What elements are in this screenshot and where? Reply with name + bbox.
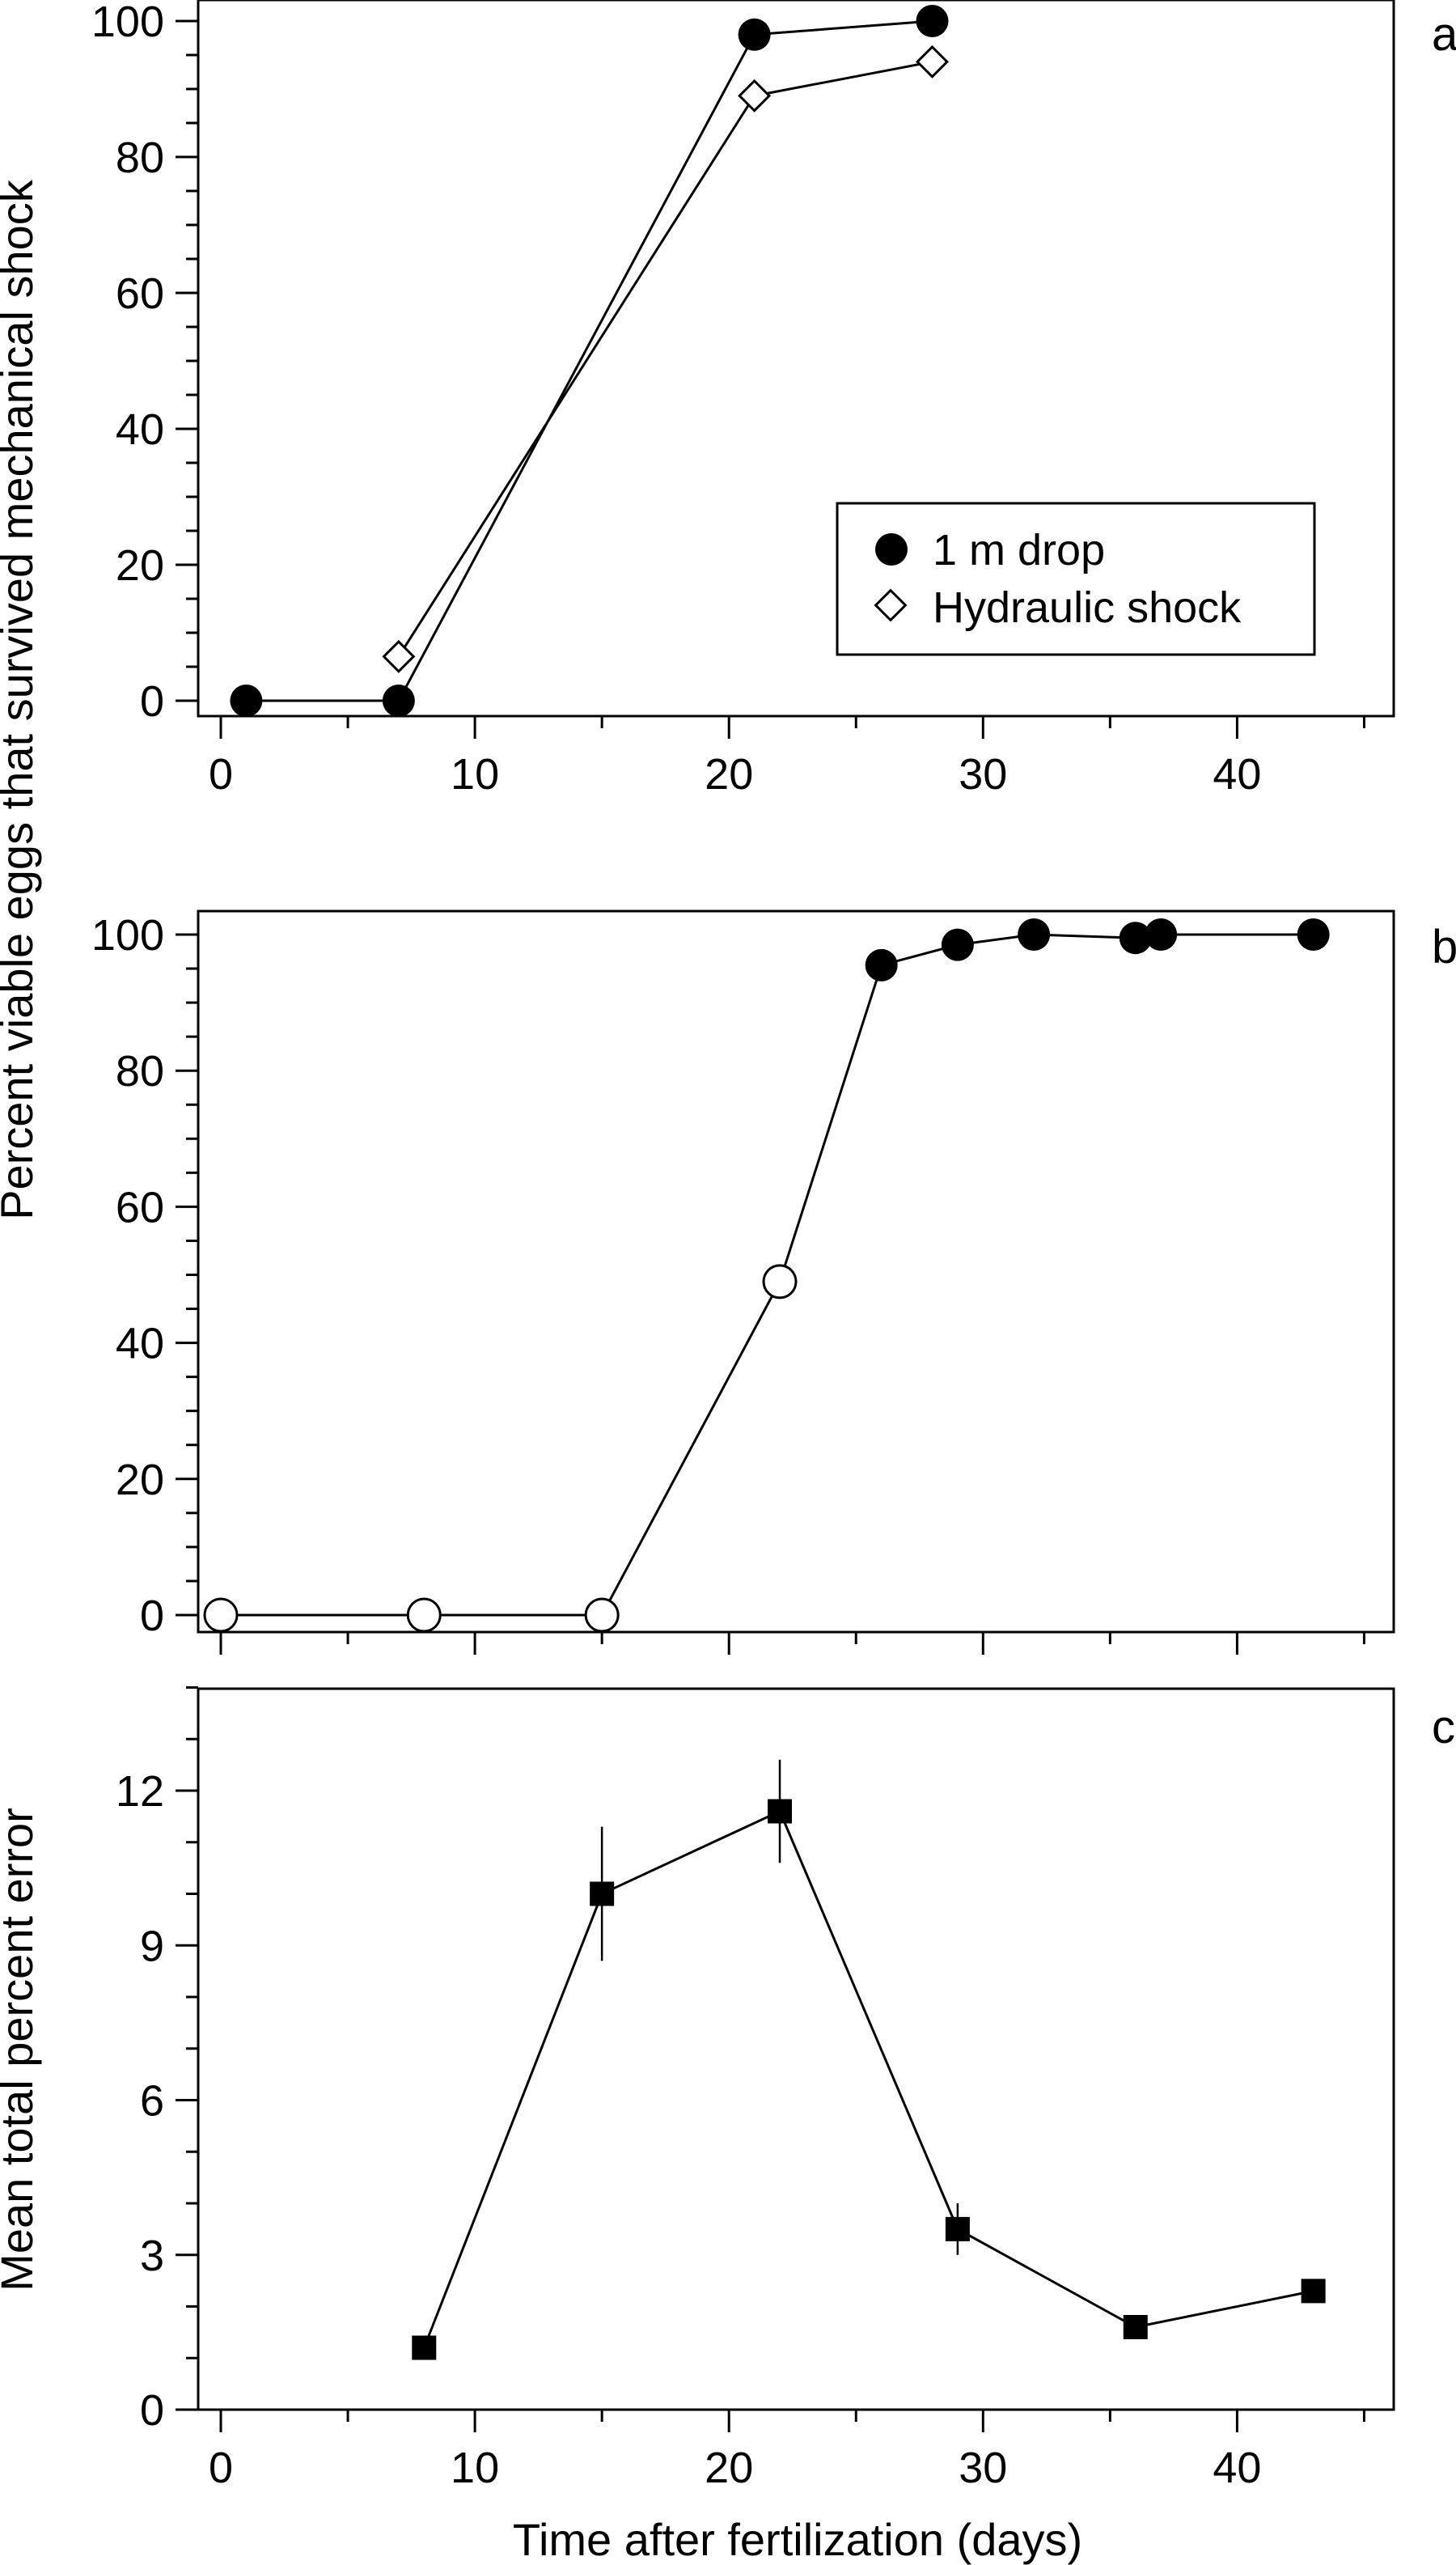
panel-c-series-lines: [422, 1809, 1314, 2349]
y-tick-label: 80: [116, 134, 164, 182]
y-tick-label: 80: [116, 1047, 164, 1096]
x-tick-label: 20: [705, 750, 753, 799]
panel-b-frame: [197, 909, 1395, 1634]
y-tick-label: 60: [116, 1183, 164, 1232]
panel-b-letter: b: [1432, 921, 1456, 973]
data-point-open-circle: [762, 1264, 798, 1299]
data-point-filled-circle: [1297, 918, 1330, 951]
data-point-filled-circle: [382, 685, 415, 717]
panel-a-markers: [230, 5, 949, 717]
panel-c-markers: [412, 1759, 1326, 2360]
y-tick-label: 6: [140, 2077, 164, 2126]
series-line: [422, 1809, 1314, 2349]
x-tick-label: 20: [705, 2444, 753, 2492]
data-point-filled-square: [945, 2216, 970, 2241]
panel-b: 0 20 40 60 80 100 b: [91, 909, 1456, 1655]
y-tick-label: 0: [140, 677, 164, 726]
panel-a-letter: a: [1432, 8, 1456, 61]
legend-box: [836, 502, 1316, 656]
panel-a-frame: [197, 0, 1395, 718]
panel-a: 0 10 20 30 40 0 20 40 60 80 100 a 1 m drop Hydraul…: [91, 0, 1456, 799]
panel-a-legend: 1 m drop Hydraulic shock: [836, 502, 1316, 656]
y-tick-label: 40: [116, 1320, 164, 1368]
x-tick-label: 10: [451, 2444, 499, 2492]
x-tick-label: 30: [959, 2444, 1007, 2492]
panel-c-y-axis-label: Mean total percent error: [0, 1808, 42, 2292]
legend-marker-1m-drop: [875, 533, 908, 566]
data-point-filled-circle: [738, 18, 771, 51]
data-point-open-diamond: [738, 78, 772, 112]
y-tick-label: 12: [116, 1767, 164, 1816]
y-tick-label: 0: [140, 1592, 164, 1640]
panel-c: Mean total percent error 0 10 20 30 40 0 3 6 9 12…: [0, 1686, 1455, 2492]
data-point-filled-circle: [230, 685, 263, 717]
y-tick-label: 40: [116, 405, 164, 454]
y-tick-label: 100: [91, 911, 164, 960]
data-point-filled-circle: [941, 928, 974, 961]
x-tick-label: 0: [209, 750, 233, 799]
legend-label-hydraulic-shock: Hydraulic shock: [933, 583, 1242, 632]
y-tick-label: 9: [140, 1922, 164, 1970]
panel-a-ticks: 0 10 20 30 40 0 20 40 60 80 100: [91, 0, 1365, 799]
x-tick-label: 40: [1213, 2444, 1261, 2492]
panel-c-frame: [197, 1687, 1395, 2411]
data-point-filled-circle: [916, 5, 949, 37]
legend-label-1m-drop: 1 m drop: [933, 526, 1105, 574]
legend-marker-hydraulic-shock: [874, 588, 908, 622]
data-point-open-circle: [584, 1597, 620, 1633]
x-tick-label: 30: [959, 750, 1007, 799]
y-tick-label: 60: [116, 269, 164, 318]
panel-c-ticks: 0 10 20 30 40 0 3 6 9 12: [116, 1686, 1365, 2492]
data-point-filled-circle: [1119, 922, 1152, 955]
data-point-open-circle: [203, 1597, 239, 1633]
y-tick-label: 20: [116, 541, 164, 590]
y-tick-label: 0: [140, 2386, 164, 2435]
y-tick-label: 3: [140, 2232, 164, 2280]
data-point-filled-square: [590, 1881, 615, 1906]
panel-c-letter: c: [1432, 1701, 1455, 1753]
data-point-filled-circle: [1018, 918, 1051, 951]
data-point-filled-square: [1123, 2315, 1148, 2339]
data-point-filled-square: [1301, 2279, 1326, 2304]
x-tick-label: 10: [451, 750, 499, 799]
data-point-filled-square: [768, 1799, 793, 1824]
panel-b-markers: [203, 918, 1330, 1633]
data-point-filled-circle: [1145, 918, 1178, 951]
series-line: [246, 19, 933, 702]
x-tick-label: 0: [209, 2444, 233, 2492]
panel-b-ticks: 0 20 40 60 80 100: [91, 911, 1365, 1655]
data-point-filled-circle: [865, 948, 898, 981]
shared-y-axis-label: Percent viable eggs that survived mechan…: [0, 179, 42, 1220]
data-point-open-diamond: [382, 639, 416, 673]
y-tick-label: 20: [116, 1456, 164, 1504]
panel-a-series-lines: [246, 19, 933, 702]
data-point-filled-square: [412, 2335, 437, 2360]
data-point-open-circle: [406, 1597, 442, 1633]
shared-x-axis-label: Time after fertilization (days): [513, 2514, 1082, 2565]
x-tick-label: 40: [1213, 750, 1261, 799]
data-point-open-diamond: [915, 45, 949, 78]
y-tick-label: 100: [91, 0, 164, 46]
